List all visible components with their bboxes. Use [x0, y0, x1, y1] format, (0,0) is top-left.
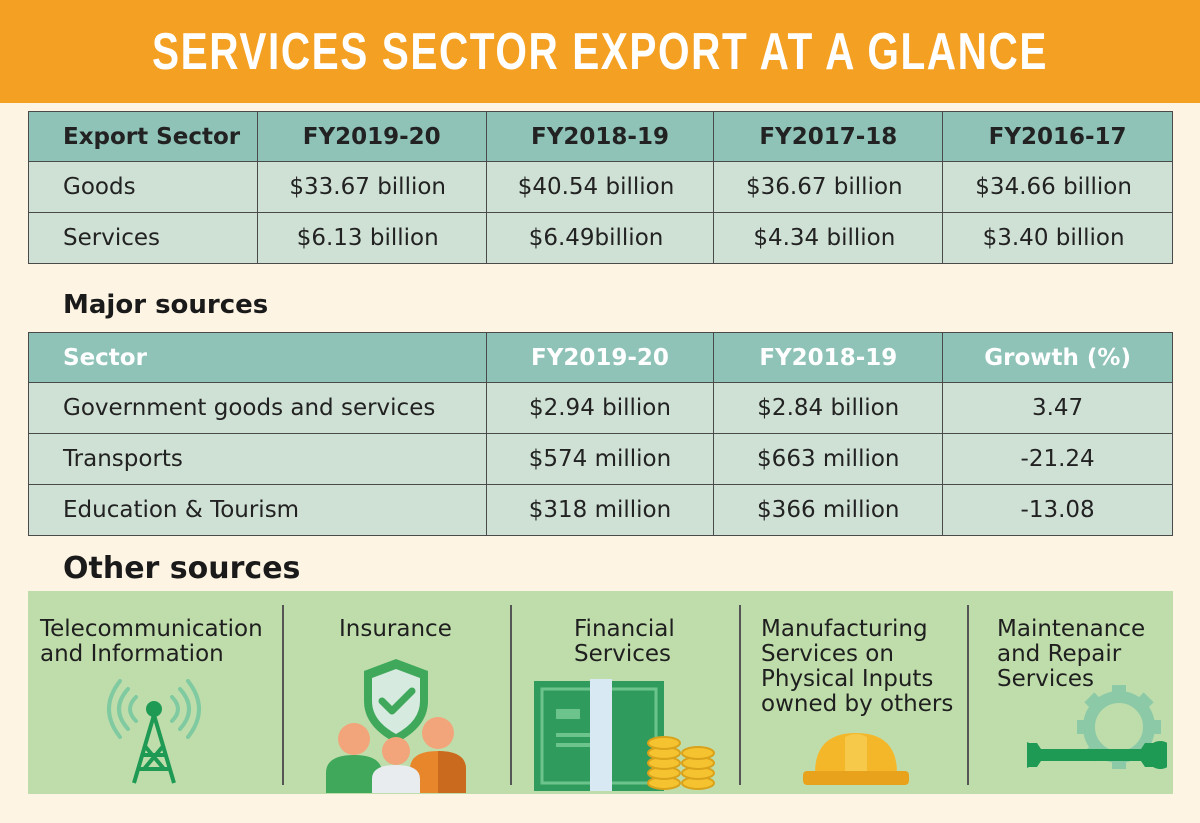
antenna-icon	[107, 679, 201, 784]
table-cell: -21.24	[942, 433, 1173, 485]
header-cell: FY2019-20	[485, 332, 715, 383]
header-cell: Growth (%)	[942, 332, 1173, 383]
table-cell: $2.84 billion	[713, 382, 944, 434]
export-table: Export Sector FY2019-20 FY2018-19 FY2017…	[28, 111, 1173, 264]
table-cell: Government goods and services	[28, 382, 487, 434]
table-cell: $2.94 billion	[485, 382, 715, 434]
column-divider	[282, 605, 284, 785]
table-header-row: Export Sector FY2019-20 FY2018-19 FY2017…	[28, 111, 1173, 162]
table-cell: Services	[28, 212, 258, 264]
table-row: Services $6.13 billion $6.49billion $4.3…	[28, 212, 1173, 264]
table-row: Transports $574 million $663 million -21…	[28, 433, 1173, 485]
other-source-maintenance: Maintenance and Repair Services	[969, 591, 1173, 794]
table-cell: $36.67 billion	[713, 161, 944, 213]
header-cell: Sector	[28, 332, 487, 383]
table-cell: $3.40 billion	[942, 212, 1173, 264]
table-row: Goods $33.67 billion $40.54 billion $36.…	[28, 161, 1173, 213]
table-row: Education & Tourism $318 million $366 mi…	[28, 484, 1173, 536]
hard-hat-icon	[803, 733, 909, 785]
table-cell: $574 million	[485, 433, 715, 485]
table-row: Government goods and services $2.94 bill…	[28, 382, 1173, 434]
table-cell: 3.47	[942, 382, 1173, 434]
other-source-label: Maintenance and Repair Services	[997, 616, 1146, 692]
header-cell: FY2019-20	[256, 111, 487, 162]
table-cell: Transports	[28, 433, 487, 485]
other-source-label: Telecommunication and Information	[40, 616, 263, 667]
header-cell: FY2018-19	[485, 111, 715, 162]
table-cell: $663 million	[713, 433, 944, 485]
other-source-financial: Financial Services	[512, 591, 739, 794]
other-sources-title: Other sources	[63, 551, 301, 586]
page-title: SERVICES SECTOR EXPORT AT A GLANCE	[152, 23, 1048, 81]
other-sources-panel: Telecommunication and Information Insura…	[28, 591, 1173, 794]
header-cell: FY2016-17	[942, 111, 1173, 162]
table-cell: $33.67 billion	[256, 161, 487, 213]
insurance-shield-icon	[326, 659, 466, 793]
table-cell: $40.54 billion	[485, 161, 715, 213]
other-source-telecom: Telecommunication and Information	[28, 591, 282, 794]
table-header-row: Sector FY2019-20 FY2018-19 Growth (%)	[28, 332, 1173, 383]
column-divider	[739, 605, 741, 785]
table-cell: $4.34 billion	[713, 212, 944, 264]
table-cell: $34.66 billion	[942, 161, 1173, 213]
other-source-insurance: Insurance	[284, 591, 510, 794]
other-source-manufacturing: Manufacturing Services on Physical Input…	[741, 591, 967, 794]
money-coins-icon	[534, 679, 715, 791]
major-sources-title: Major sources	[63, 290, 269, 320]
other-source-label: Financial Services	[574, 616, 675, 667]
table-cell: $6.13 billion	[256, 212, 487, 264]
other-source-label: Insurance	[339, 616, 452, 642]
header-cell: FY2017-18	[713, 111, 944, 162]
table-cell: $318 million	[485, 484, 715, 536]
header-cell: Export Sector	[28, 111, 258, 162]
major-sources-table: Sector FY2019-20 FY2018-19 Growth (%) Go…	[28, 332, 1173, 536]
table-cell: -13.08	[942, 484, 1173, 536]
title-banner: SERVICES SECTOR EXPORT AT A GLANCE	[0, 0, 1200, 103]
table-cell: Goods	[28, 161, 258, 213]
column-divider	[967, 605, 969, 785]
column-divider	[510, 605, 512, 785]
table-cell: $6.49billion	[485, 212, 715, 264]
table-cell: Education & Tourism	[28, 484, 487, 536]
table-cell: $366 million	[713, 484, 944, 536]
wrench-gear-icon	[1027, 685, 1167, 769]
header-cell: FY2018-19	[713, 332, 944, 383]
other-source-label: Manufacturing Services on Physical Input…	[761, 616, 954, 717]
